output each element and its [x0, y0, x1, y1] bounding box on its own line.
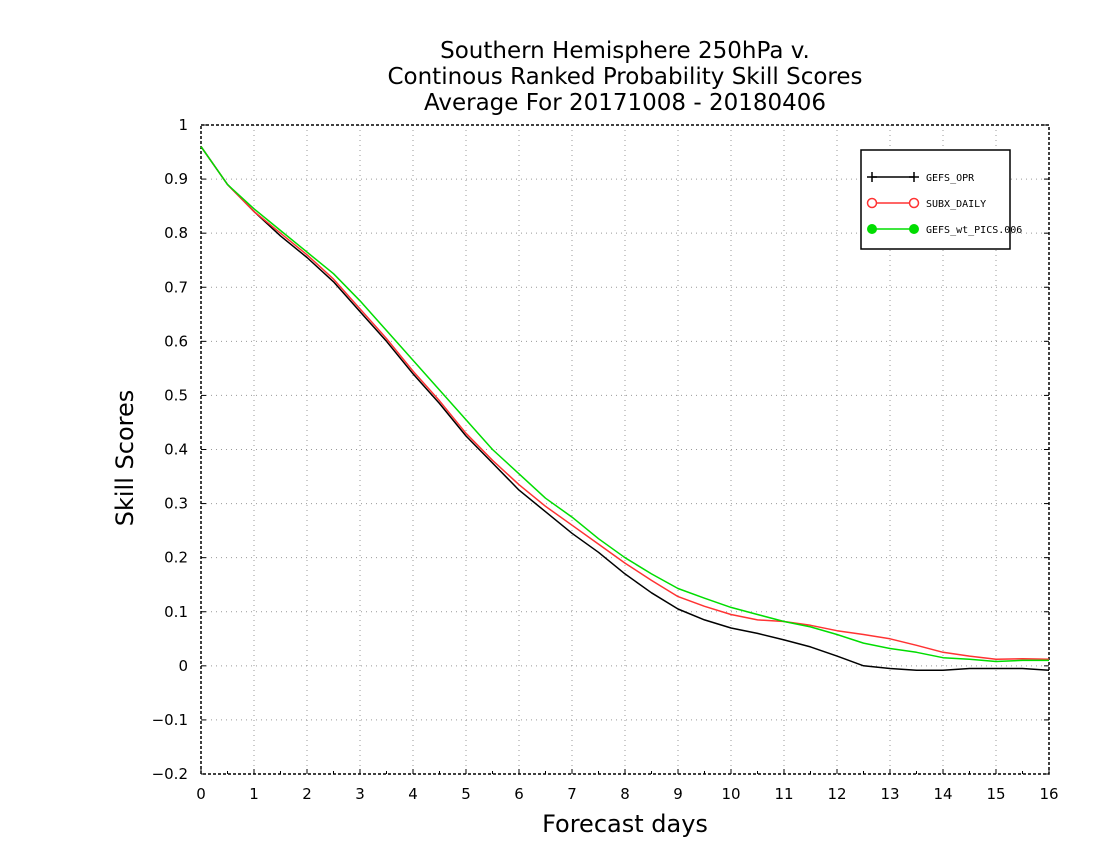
x-tick-label: 15 [986, 785, 1005, 803]
x-tick-label: 4 [408, 785, 418, 803]
x-axis-title: Forecast days [542, 810, 708, 838]
legend-marker-filled-circle [909, 224, 919, 234]
series-line-subx-daily [200, 146, 1050, 661]
series-line-gefs-opr [200, 146, 1050, 671]
x-tick-label: 2 [302, 785, 312, 803]
series-lines [200, 146, 1050, 671]
legend-box [860, 149, 1011, 250]
y-tick-label: 0.4 [164, 441, 188, 459]
x-tick-label: 1 [249, 785, 259, 803]
y-tick-label: 0.8 [164, 224, 188, 242]
legend-label-gefs-opr: GEFS_OPR [926, 173, 975, 184]
x-tick-label: 6 [514, 785, 524, 803]
x-tick-label: 16 [1039, 785, 1058, 803]
x-tick-label: 5 [461, 785, 471, 803]
y-axis: −0.2 −0.1 0 0.1 0.2 0.3 0.4 0.5 0.6 0.7 0.8 0.9 1 [152, 116, 1049, 783]
y-tick-label: −0.2 [152, 765, 188, 783]
y-tick-label: 0.1 [164, 603, 188, 621]
chart-title: Southern Hemisphere 250hPa v.Continous R… [387, 38, 862, 116]
x-tick-label: 10 [721, 785, 740, 803]
x-axis: 0 1 2 3 4 5 6 7 8 9 10 11 12 13 14 15 16 [196, 769, 1059, 803]
legend-marker-open-circle [866, 197, 878, 209]
legend-label-subx-daily: SUBX_DAILY [926, 199, 986, 210]
y-tick-label: 0.9 [164, 170, 188, 188]
legend-label-gefs-wt-pics-006: GEFS_wt_PICS.006 [926, 225, 1022, 236]
legend-marker-plus [867, 172, 877, 182]
legend-marker-open-circle [908, 197, 920, 209]
legend-marker-plus [909, 172, 919, 182]
title-line-2: Continous Ranked Probability Skill Score… [387, 64, 862, 90]
x-tick-label: 9 [673, 785, 683, 803]
y-tick-label: 0.2 [164, 549, 188, 567]
title-line-1: Southern Hemisphere 250hPa v. [440, 38, 810, 64]
y-tick-label: 0.7 [164, 278, 188, 296]
y-tick-label: −0.1 [152, 711, 188, 729]
y-axis-title: Skill Scores [111, 390, 139, 527]
x-tick-label: 13 [880, 785, 899, 803]
x-tick-label: 12 [827, 785, 846, 803]
y-tick-label: 1 [178, 116, 188, 134]
y-tick-label: 0 [178, 657, 188, 675]
series-line-gefs-wt-pics-006 [200, 146, 1049, 663]
title-line-3: Average For 20171008 - 20180406 [424, 90, 826, 116]
y-tick-label: 0.3 [164, 495, 188, 513]
x-tick-label: 3 [355, 785, 365, 803]
legend: GEFS_OPR SUBX_DAILY GEFS_wt_PICS.006 [860, 149, 1022, 250]
y-tick-label: 0.6 [164, 332, 188, 350]
legend-marker-filled-circle [867, 224, 877, 234]
x-tick-label: 0 [196, 785, 206, 803]
grid [201, 125, 1049, 774]
x-tick-label: 7 [567, 785, 577, 803]
x-tick-label: 11 [774, 785, 793, 803]
x-tick-label: 14 [933, 785, 952, 803]
x-tick-label: 8 [620, 785, 630, 803]
y-tick-label: 0.5 [164, 386, 188, 404]
